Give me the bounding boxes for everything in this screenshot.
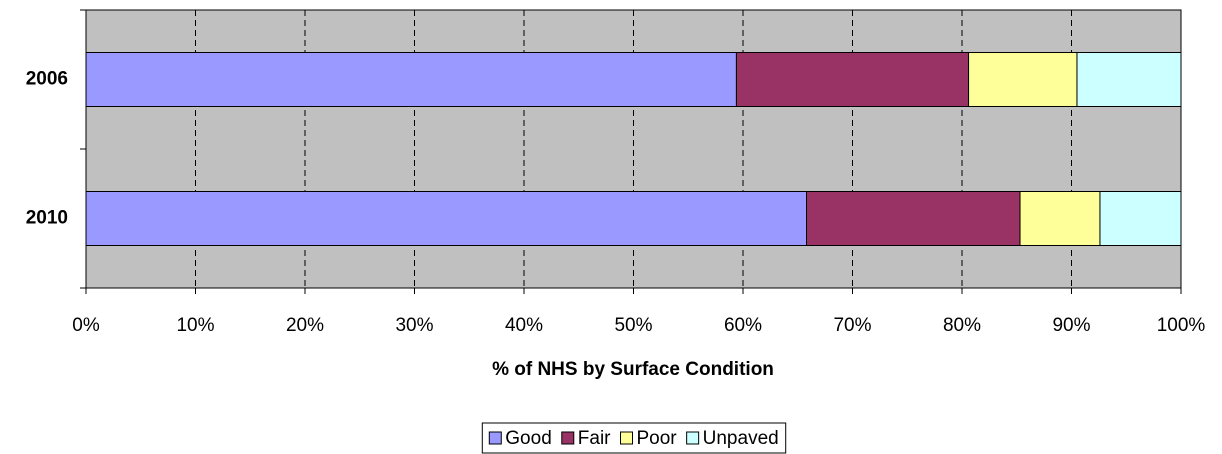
bar-segment: [968, 52, 1078, 107]
legend-swatch: [561, 431, 575, 445]
x-tick-label: 10%: [176, 315, 214, 336]
legend-swatch: [686, 431, 700, 445]
bar-segment: [1076, 52, 1182, 107]
x-tick-label: 100%: [1157, 315, 1206, 336]
y-tick-label: 2006: [26, 69, 68, 90]
bar-segment: [1019, 191, 1101, 246]
legend-swatch: [620, 431, 634, 445]
x-tick-label: 0%: [72, 315, 100, 336]
legend-label: Fair: [578, 428, 611, 449]
bar-segment: [1099, 191, 1182, 246]
bar-segment: [85, 191, 808, 246]
x-tick-label: 20%: [286, 315, 324, 336]
x-tick-label: 30%: [395, 315, 433, 336]
legend: [481, 422, 787, 454]
bar-segment: [806, 191, 1021, 246]
x-axis-title: % of NHS by Surface Condition: [492, 359, 774, 380]
x-tick-label: 40%: [505, 315, 543, 336]
bar-segment: [85, 52, 737, 107]
x-tick-label: 80%: [943, 315, 981, 336]
x-tick-label: 60%: [724, 315, 762, 336]
y-tick-label: 2010: [26, 208, 68, 229]
legend-swatch: [488, 431, 502, 445]
legend-label: Unpaved: [703, 428, 779, 449]
legend-label: Poor: [637, 428, 678, 449]
x-tick-label: 50%: [614, 315, 652, 336]
x-tick-label: 90%: [1052, 315, 1090, 336]
bar-segment: [735, 52, 970, 107]
x-tick-label: 70%: [833, 315, 871, 336]
legend-label: Good: [505, 428, 551, 449]
